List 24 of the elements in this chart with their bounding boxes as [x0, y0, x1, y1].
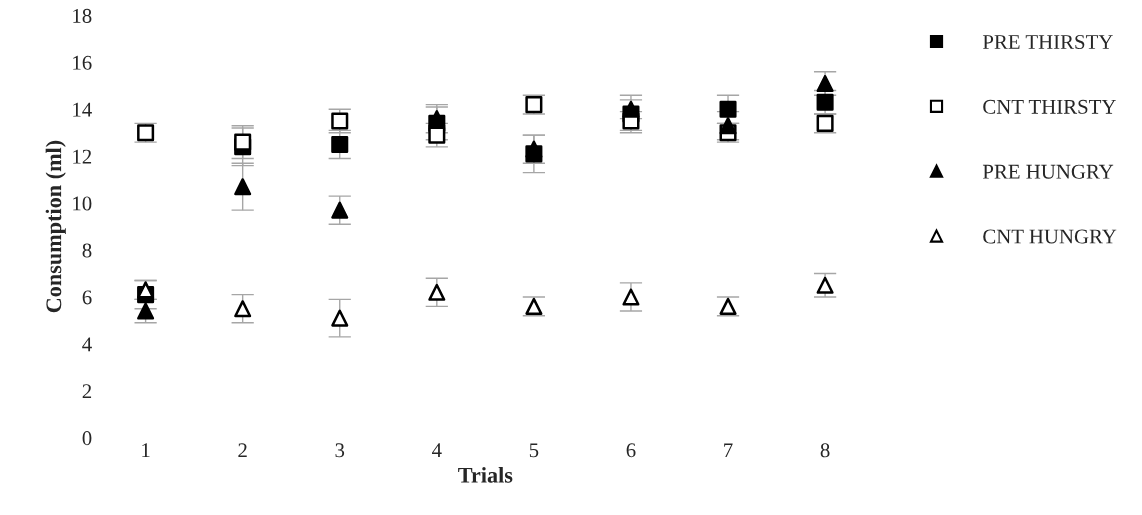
legend-label: PRE HUNGRY [982, 164, 1114, 179]
x-tick-label: 2 [238, 443, 247, 458]
y-tick-label: 2 [82, 384, 92, 399]
x-tick-label: 7 [724, 443, 733, 458]
y-tick-label: 10 [73, 196, 92, 211]
y-tick-label: 4 [82, 337, 92, 352]
legend-label: CNT THIRSTY [983, 99, 1116, 114]
y-tick-label: 14 [73, 102, 92, 117]
legend-label: CNT HUNGRY [983, 229, 1117, 244]
legend-label: PRE THIRSTY [982, 34, 1113, 49]
x-tick-label: 8 [820, 443, 830, 458]
y-axis-title: Consumption (ml) [45, 140, 66, 313]
x-tick-label: 3 [335, 443, 345, 458]
y-tick-label: 0 [82, 431, 92, 446]
x-tick-label: 1 [142, 443, 150, 458]
y-tick-label: 16 [73, 55, 92, 70]
x-tick-label: 6 [626, 443, 636, 458]
x-axis-title: Trials [458, 467, 513, 483]
x-tick-label: 4 [432, 443, 442, 458]
y-tick-label: 6 [82, 290, 92, 305]
x-tick-label: 5 [529, 443, 539, 458]
y-tick-label: 18 [73, 8, 92, 23]
y-tick-label: 12 [73, 149, 92, 164]
y-tick-label: 8 [82, 243, 92, 258]
